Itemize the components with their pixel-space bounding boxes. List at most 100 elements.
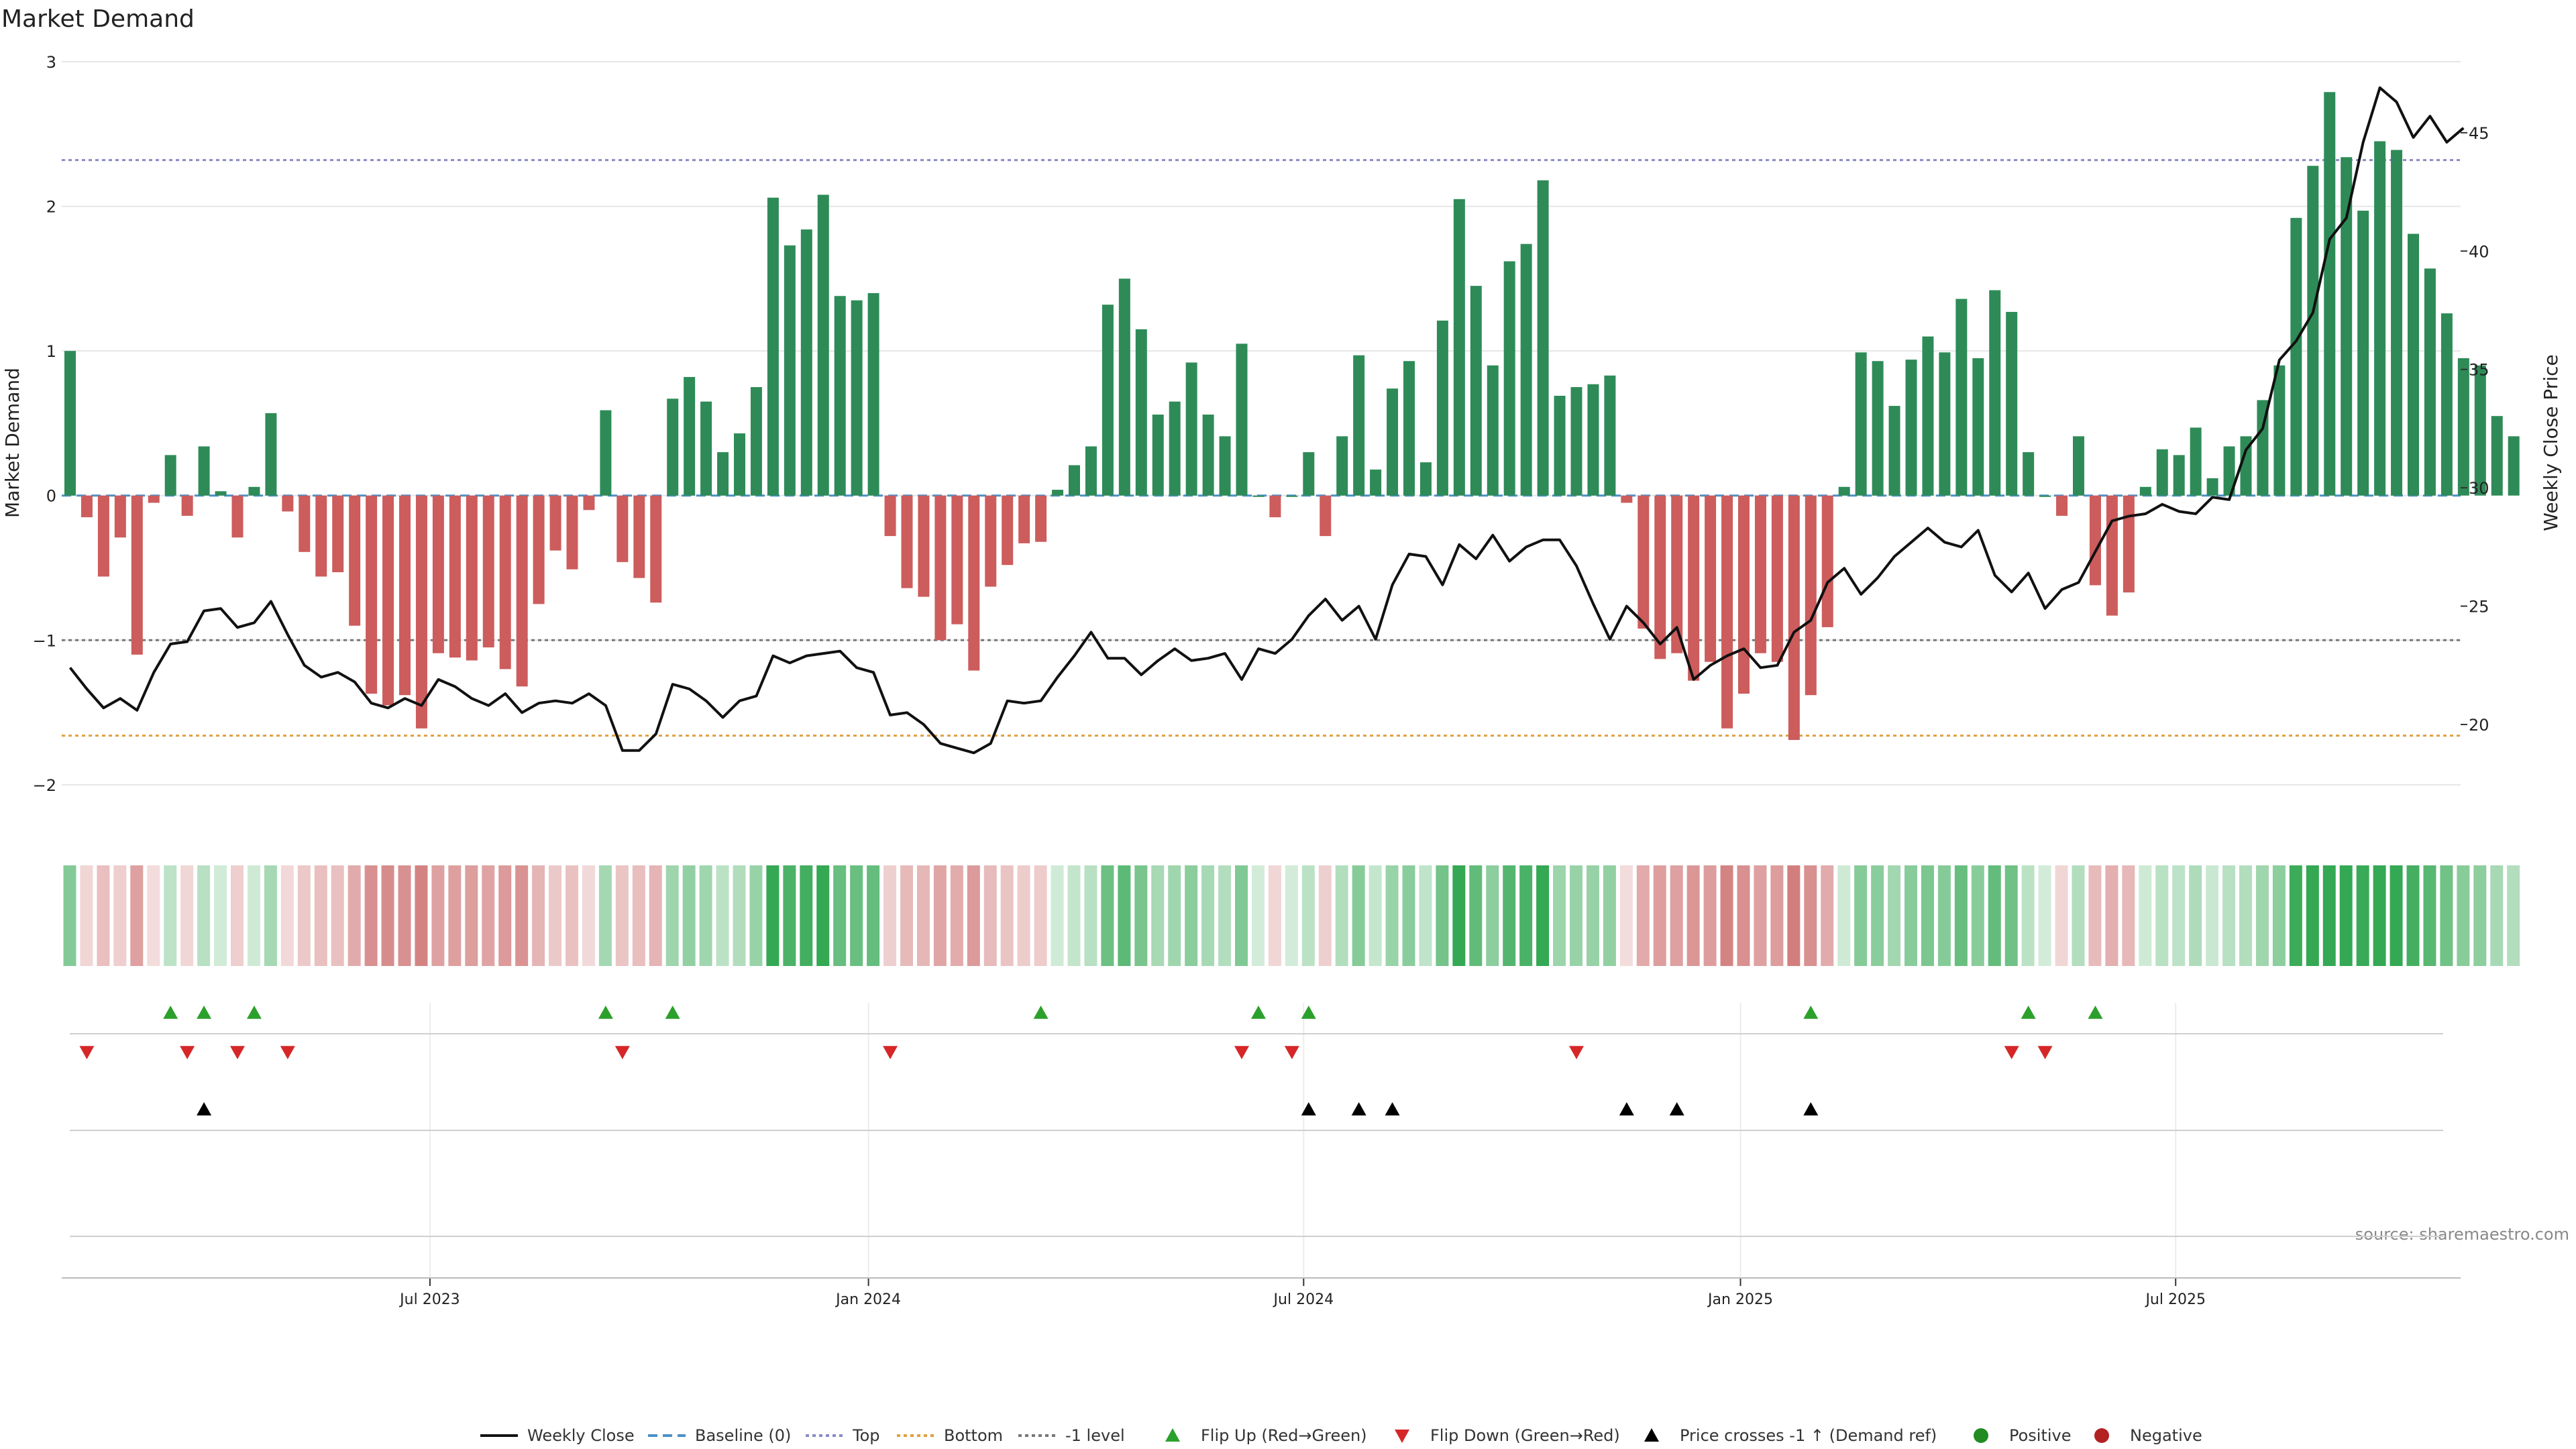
y-axis-right-label: Weekly Close Price bbox=[2540, 354, 2562, 531]
heat-cell bbox=[1904, 865, 1917, 966]
heat-cell bbox=[1067, 865, 1081, 966]
demand-bar-negative bbox=[131, 495, 143, 655]
heat-cell bbox=[665, 865, 679, 966]
demand-bar-negative bbox=[466, 495, 478, 661]
demand-bar-negative bbox=[1805, 495, 1817, 696]
demand-bar-negative bbox=[884, 495, 896, 537]
demand-bar-negative bbox=[181, 495, 193, 516]
heat-cell bbox=[1000, 865, 1014, 966]
demand-bar-positive bbox=[1102, 305, 1114, 496]
demand-bar-negative bbox=[2056, 495, 2068, 516]
heat-cell bbox=[431, 865, 445, 966]
heat-cell bbox=[1034, 865, 1047, 966]
y-right-tick-label: 40 bbox=[2469, 242, 2489, 261]
y-right-tick-label: 35 bbox=[2469, 361, 2489, 380]
demand-bar-negative bbox=[499, 495, 511, 669]
demand-bar-negative bbox=[1035, 495, 1047, 542]
heat-cell bbox=[749, 865, 763, 966]
demand-bar-positive bbox=[2357, 211, 2369, 496]
heat-cell bbox=[2507, 865, 2520, 966]
demand-bar-negative bbox=[1754, 495, 1766, 653]
demand-bar-negative bbox=[482, 495, 494, 648]
heat-cell bbox=[180, 865, 194, 966]
demand-bar-positive bbox=[1587, 384, 1599, 496]
heat-cell bbox=[398, 865, 411, 966]
heat-cell bbox=[1285, 865, 1298, 966]
heat-cell bbox=[2322, 865, 2336, 966]
demand-bar-positive bbox=[600, 410, 612, 496]
legend-label: Baseline (0) bbox=[695, 1426, 791, 1445]
heat-cell bbox=[264, 865, 277, 966]
y-right-tick-label: 30 bbox=[2469, 479, 2489, 498]
demand-bar-negative bbox=[2089, 495, 2101, 586]
heat-cell bbox=[1101, 865, 1114, 966]
heat-cell bbox=[1134, 865, 1148, 966]
flip-up-marker bbox=[1033, 1006, 1049, 1019]
demand-bar-positive bbox=[2324, 92, 2336, 496]
heat-cell bbox=[247, 865, 260, 966]
demand-bar-positive bbox=[2440, 313, 2453, 496]
heat-cell bbox=[1586, 865, 1599, 966]
demand-bar-positive bbox=[1939, 352, 1951, 496]
heat-cell bbox=[1118, 865, 1131, 966]
heat-cell bbox=[1469, 865, 1483, 966]
demand-bar-negative bbox=[918, 495, 930, 597]
heat-cell bbox=[63, 865, 76, 966]
demand-bar-positive bbox=[215, 491, 227, 496]
demand-bar-negative bbox=[315, 495, 327, 577]
demand-bar-positive bbox=[2006, 311, 2018, 496]
heat-cell bbox=[1653, 865, 1666, 966]
heat-cell bbox=[2222, 865, 2236, 966]
price-cross-marker bbox=[1351, 1102, 1366, 1116]
heat-cell bbox=[498, 865, 512, 966]
chart-title: Market Demand bbox=[1, 5, 195, 33]
heat-cell bbox=[1804, 865, 1817, 966]
heat-cell bbox=[280, 865, 294, 966]
demand-bar-positive bbox=[2391, 150, 2403, 496]
heat-cell bbox=[465, 865, 478, 966]
flip-down-marker bbox=[1234, 1046, 1249, 1059]
heat-cell bbox=[1988, 865, 2001, 966]
demand-bar-negative bbox=[583, 495, 595, 511]
demand-bar-negative bbox=[2106, 495, 2118, 616]
demand-bar-negative bbox=[114, 495, 126, 538]
demand-bar-positive bbox=[767, 197, 779, 496]
heat-cell bbox=[2139, 865, 2152, 966]
heat-cell bbox=[515, 865, 529, 966]
heat-cell bbox=[2289, 865, 2302, 966]
legend-label: Weekly Close bbox=[527, 1426, 635, 1445]
demand-bar-positive bbox=[1419, 462, 1432, 496]
demand-bar-negative bbox=[650, 495, 662, 603]
heat-cell bbox=[197, 865, 211, 966]
heat-cell bbox=[867, 865, 880, 966]
demand-bar-positive bbox=[248, 486, 260, 496]
demand-bar-positive bbox=[64, 351, 76, 496]
demand-bar-negative bbox=[1705, 495, 1717, 662]
demand-bar-negative bbox=[985, 495, 997, 587]
heat-cell bbox=[1686, 865, 1700, 966]
heat-cell bbox=[850, 865, 863, 966]
demand-bar-positive bbox=[851, 300, 863, 496]
heat-cell bbox=[2423, 865, 2436, 966]
demand-bar-positive bbox=[1185, 362, 1197, 496]
demand-bar-positive bbox=[2139, 486, 2151, 496]
heat-cell bbox=[1536, 865, 1550, 966]
demand-bar-positive bbox=[2156, 449, 2168, 496]
demand-bar-negative bbox=[399, 495, 411, 696]
heat-cell bbox=[2406, 865, 2420, 966]
heat-cell bbox=[1084, 865, 1097, 966]
demand-bar-positive bbox=[1118, 278, 1130, 496]
y-right-tick-label: 20 bbox=[2469, 716, 2489, 735]
legend: Weekly Close Baseline (0) Top Bottom -1 leve… bbox=[480, 1426, 2202, 1445]
flip-up-marker bbox=[2088, 1006, 2103, 1019]
heat-cell bbox=[2038, 865, 2051, 966]
demand-bar-negative bbox=[1638, 495, 1650, 629]
heat-cell bbox=[1770, 865, 1784, 966]
heat-cell bbox=[214, 865, 227, 966]
heat-cell bbox=[231, 865, 244, 966]
heat-cell bbox=[1051, 865, 1064, 966]
heat-cell bbox=[1151, 865, 1165, 966]
heat-cell bbox=[1821, 865, 1834, 966]
y-left-tick-label: 2 bbox=[46, 198, 56, 217]
